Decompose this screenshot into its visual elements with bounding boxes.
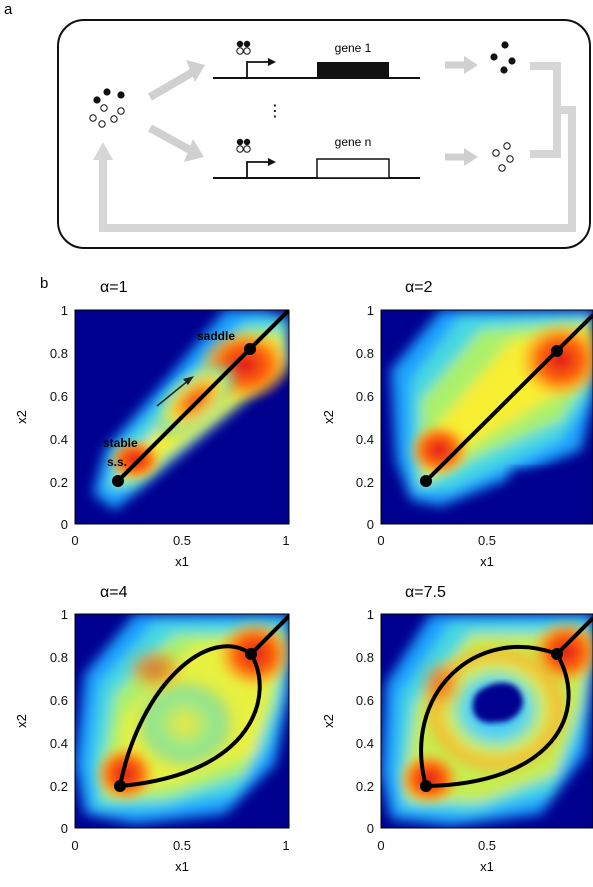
y-tick: 0.2: [50, 475, 68, 490]
arrow-to-gene-1: [147, 68, 196, 101]
y-axis-label: x2: [321, 714, 336, 728]
y-tick: 1: [367, 303, 374, 318]
gene-1-construct: gene 1: [213, 40, 420, 79]
saddle-label: saddle: [197, 329, 235, 343]
x-tick: 0: [71, 533, 78, 548]
y-tick: 0: [61, 517, 68, 532]
ss-label: s.s.: [107, 455, 127, 469]
gene-1-label: gene 1: [335, 41, 372, 55]
gene-n-label: gene n: [335, 135, 372, 149]
x-tick: 0.5: [173, 533, 191, 548]
gene-network-diagram: gene 1 ⋮ gene n: [57, 19, 591, 249]
gene-n-box: [316, 158, 390, 179]
x-tick: 1: [282, 838, 289, 853]
product-arrowhead-1: [464, 56, 478, 74]
y-axis-label: x2: [14, 410, 29, 424]
gene-ellipsis: ⋮: [267, 103, 283, 120]
plot-alpha-1: α=1 saddle stable s.s. 1 0.8 0.: [14, 279, 290, 569]
y-tick: 0.6: [50, 693, 68, 708]
product-cluster-open: [492, 142, 514, 172]
x-tick: 0.5: [478, 533, 496, 548]
y-tick: 0.8: [356, 346, 374, 361]
product-arrowhead-n: [464, 148, 478, 166]
x-tick: 1: [282, 533, 289, 548]
x-axis-label: x1: [175, 859, 189, 874]
y-tick: 0: [367, 517, 374, 532]
y-tick: 1: [61, 607, 68, 622]
diagram-frame: [57, 19, 591, 249]
gene-n-construct: gene n: [213, 135, 420, 179]
x-tick: 0.5: [478, 838, 496, 853]
arrowhead-gene-n: [184, 139, 204, 162]
x-tick: 0: [377, 838, 384, 853]
gene-1-box: [317, 62, 389, 78]
y-tick: 0.2: [356, 475, 374, 490]
panel-b-label: b: [40, 275, 48, 292]
plot-alpha-4: α=4 1 0.8 0.6 0.4 0.2 0 0: [14, 584, 290, 874]
y-tick: 0.4: [50, 736, 68, 751]
y-tick: 1: [61, 303, 68, 318]
feedback-arrowhead: [93, 142, 113, 160]
y-tick: 0: [61, 821, 68, 836]
y-tick: 0.8: [50, 346, 68, 361]
plot-title: α=7.5: [405, 584, 446, 601]
x-axis-label: x1: [480, 859, 494, 874]
y-axis-label: x2: [14, 714, 29, 728]
plot-title: α=2: [405, 279, 433, 296]
feedback-loop-arrow: [99, 62, 576, 232]
x-tick: 0: [71, 838, 78, 853]
y-tick: 0.4: [50, 432, 68, 447]
y-tick: 0.6: [356, 693, 374, 708]
y-tick: 0.6: [356, 389, 374, 404]
y-tick: 0.4: [356, 432, 374, 447]
stable-label: stable: [103, 436, 138, 450]
product-cluster-filled: [490, 41, 516, 74]
arrow-to-gene-n: [148, 124, 192, 154]
y-tick: 1: [367, 607, 374, 622]
y-tick: 0.8: [356, 650, 374, 665]
y-tick: 0.8: [50, 650, 68, 665]
plot-alpha-7-5: α=7.5 1 0.8 0.6 0.4 0.2 0 0: [321, 584, 593, 874]
y-tick: 0.6: [50, 389, 68, 404]
y-tick: 0.2: [356, 779, 374, 794]
y-tick: 0.4: [356, 736, 374, 751]
plot-title: α=4: [100, 584, 128, 601]
x-tick: 0: [377, 533, 384, 548]
y-tick: 0: [367, 821, 374, 836]
molecule-cluster-mixed: [89, 88, 125, 128]
arrowhead-gene-1: [186, 60, 205, 82]
y-tick: 0.2: [50, 779, 68, 794]
y-axis-label: x2: [321, 410, 336, 424]
x-axis-label: x1: [175, 554, 189, 569]
plot-title: α=1: [100, 279, 128, 296]
x-tick: 0.5: [173, 838, 191, 853]
panel-a-label: a: [4, 1, 13, 18]
plot-alpha-2: α=2 1 0.8 0.6 0.4 0.2 0 0 0.5: [321, 279, 593, 569]
x-axis-label: x1: [480, 554, 494, 569]
